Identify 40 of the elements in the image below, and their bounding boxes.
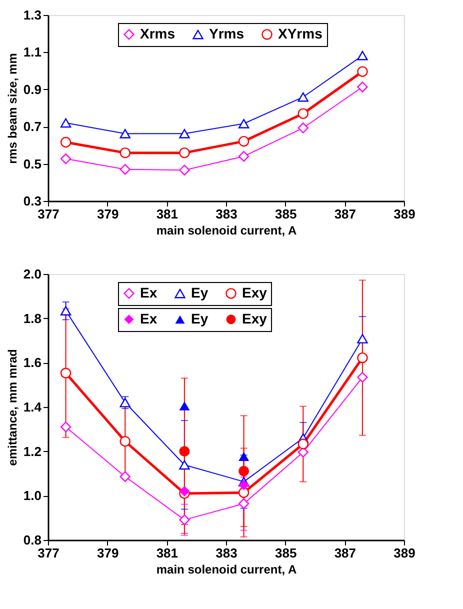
y-tick-label: 1.8 [23, 310, 42, 326]
x-tick-label: 377 [38, 546, 60, 560]
x-tick-label: 389 [394, 206, 416, 222]
x-tick-label: 387 [334, 546, 356, 560]
legend-label: Ey [191, 310, 208, 326]
legend-label: Ey [191, 284, 208, 300]
x-tick-label: 385 [274, 206, 297, 222]
x-tick-label: 381 [156, 206, 178, 222]
legend-label: XYrms [278, 25, 323, 42]
y-tick-label: 0.5 [23, 156, 42, 172]
legend-label: Ex [140, 310, 158, 326]
y-axis-title: emittance, mm mrad [5, 349, 20, 466]
x-tick-label: 379 [96, 206, 119, 222]
x-tick-label: 383 [216, 546, 238, 560]
x-tick-label: 377 [38, 206, 60, 222]
x-tick-label: 389 [394, 546, 416, 560]
y-tick-label: 0.8 [23, 532, 42, 548]
x-tick-label: 383 [216, 206, 238, 222]
y-tick-label: 0.9 [23, 82, 42, 97]
legend-label: Xrms [140, 25, 176, 42]
y-tick-label: 2.0 [23, 266, 42, 282]
x-tick-label: 387 [334, 206, 356, 222]
y-tick-label: 1.4 [23, 400, 42, 414]
x-tick-label: 381 [156, 546, 178, 560]
legend-label: Ex [140, 284, 158, 300]
y-tick-label: 1.2 [23, 444, 42, 459]
legend-label: Exy [242, 310, 268, 326]
y-tick-label: 1.0 [23, 488, 42, 504]
x-axis-title: main solenoid current, A [156, 562, 297, 576]
y-tick-label: 1.1 [23, 44, 42, 60]
y-tick-label: 1.3 [23, 8, 42, 22]
y-tick-label: 0.3 [23, 194, 42, 208]
x-tick-label: 385 [274, 546, 297, 560]
x-tick-label: 379 [96, 546, 119, 560]
legend-label: Yrms [209, 26, 244, 42]
x-axis-title: main solenoid current, A [156, 224, 297, 238]
y-tick-label: 0.7 [23, 119, 42, 134]
legend-label: Exy [242, 284, 268, 300]
y-tick-label: 1.6 [23, 355, 42, 370]
y-axis-title: rms beam size, mm [5, 53, 20, 164]
